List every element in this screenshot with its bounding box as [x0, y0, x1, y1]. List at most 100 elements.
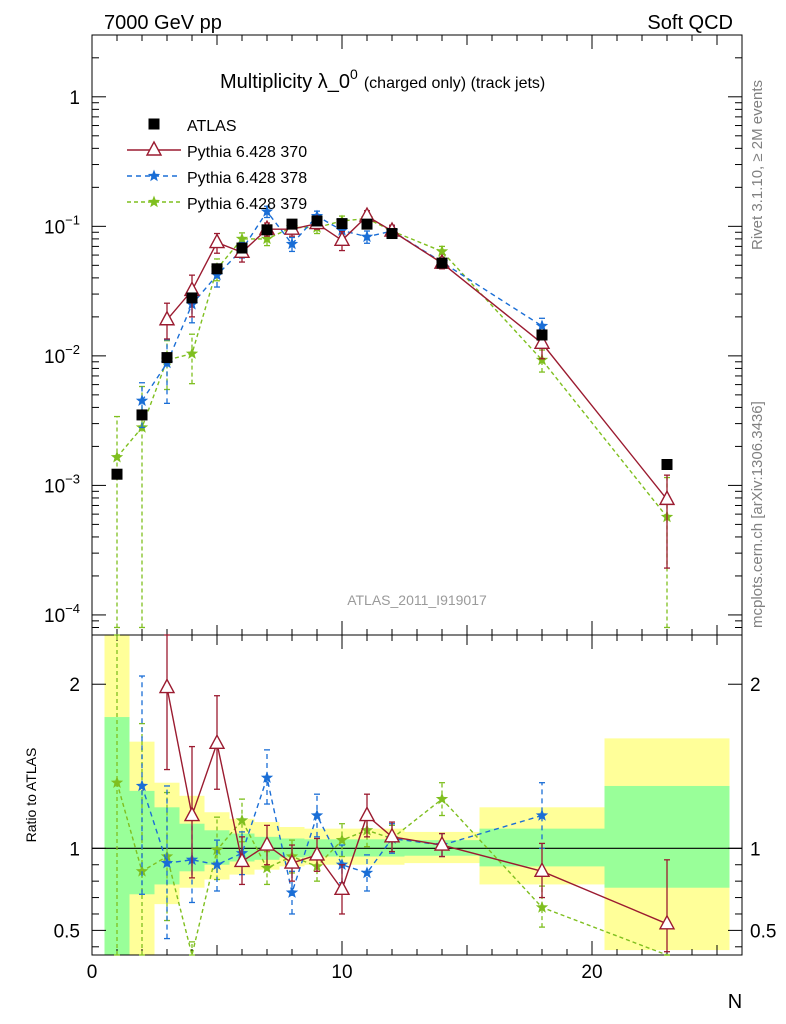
data-point	[210, 843, 224, 856]
data-point	[536, 329, 548, 341]
data-point	[208, 233, 226, 249]
data-point	[533, 861, 551, 878]
data-point	[435, 792, 449, 805]
y-tick-label-base: 10	[44, 217, 65, 238]
legend-label: Pythia 6.428 378	[187, 170, 307, 187]
data-point	[360, 866, 374, 879]
data-point	[383, 827, 401, 843]
data-point	[183, 806, 201, 822]
main-series-atlas	[111, 215, 673, 480]
legend-item: Pythia 6.428 379	[127, 195, 307, 213]
ratio-series-pythia-6.428-370	[158, 634, 676, 953]
legend-marker	[145, 140, 163, 156]
main-series-pythia-6.428-379	[110, 212, 674, 629]
y-tick-label-main: 10−4	[44, 601, 80, 627]
x-tick-label: 0	[87, 962, 98, 983]
data-point	[260, 771, 274, 783]
main-series-layer	[110, 205, 676, 629]
ratio-ylabel: Ratio to ATLAS	[23, 748, 39, 843]
data-point	[110, 776, 124, 788]
legend-marker	[147, 169, 161, 182]
legend-label: Pythia 6.428 370	[187, 144, 307, 161]
ratio-axis-ticks: 0 10 20 0.5 0.5 1 1 2 2	[54, 635, 776, 983]
data-point	[208, 733, 226, 750]
y-tick-label-ratio-right: 1	[750, 839, 761, 860]
data-point	[358, 806, 376, 822]
legend-marker	[148, 118, 160, 130]
chart-title-suffix: (charged only) (track jets)	[364, 75, 545, 92]
series-line	[116, 217, 668, 518]
main-series-pythia-6.428-370	[158, 206, 676, 569]
legend-label: ATLAS	[187, 118, 237, 135]
side-label-rivet: Rivet 3.1.10, ≥ 2M events	[749, 80, 766, 250]
chart-title-sup: 0	[350, 66, 358, 82]
data-point	[236, 242, 248, 254]
data-point	[283, 853, 301, 869]
ratio-series-pythia-6.428-379	[110, 634, 670, 956]
ratio-uncertainty-bands	[104, 635, 730, 955]
data-point	[235, 813, 249, 826]
data-point	[535, 900, 549, 913]
data-point	[286, 218, 298, 230]
data-point	[135, 779, 149, 792]
data-point	[333, 879, 351, 896]
data-point	[210, 268, 224, 281]
data-point	[235, 232, 249, 245]
legend-item: ATLAS	[148, 118, 237, 135]
data-point	[135, 394, 149, 406]
header-right: Soft QCD	[647, 12, 733, 34]
data-point	[136, 409, 148, 421]
data-point	[433, 835, 451, 851]
data-point	[258, 835, 276, 851]
data-point	[260, 232, 274, 245]
data-point	[310, 809, 324, 821]
y-tick-label-ratio-right: 2	[750, 675, 761, 696]
data-point	[658, 914, 676, 930]
data-point	[285, 886, 299, 898]
y-tick-label-ratio-right: 0.5	[750, 921, 776, 942]
data-point	[361, 218, 373, 230]
data-point	[435, 244, 449, 257]
y-tick-label-exp: −3	[65, 471, 80, 486]
y-tick-label-exp: −1	[65, 212, 80, 227]
data-point	[311, 215, 323, 227]
legend-item: Pythia 6.428 370	[127, 140, 307, 161]
analysis-id: ATLAS_2011_I919017	[347, 592, 487, 608]
y-tick-label-exp: −2	[65, 342, 80, 357]
x-axis-label: N	[728, 991, 742, 1013]
data-point	[211, 263, 223, 275]
y-tick-label-ratio: 0.5	[54, 921, 80, 942]
header-left: 7000 GeV pp	[104, 12, 222, 34]
y-tick-label-base: 10	[44, 476, 65, 497]
legend: ATLAS Pythia 6.428 370 Pythia 6.428 378 Pyt…	[127, 118, 307, 213]
data-point	[658, 489, 676, 506]
y-tick-label-ratio: 2	[69, 675, 80, 696]
main-axis-ticks: 10−410−310−210−11	[44, 34, 743, 636]
data-point	[260, 861, 274, 874]
legend-item: Pythia 6.428 378	[127, 169, 307, 187]
y-tick-label-ratio: 1	[69, 839, 80, 860]
data-point	[185, 347, 199, 359]
y-tick-label-main: 10−2	[44, 342, 80, 368]
data-point	[336, 218, 348, 230]
data-point	[260, 205, 274, 217]
chart-title-main: Multiplicity λ_0	[220, 71, 350, 93]
data-point	[158, 678, 176, 694]
ratio-series-layer	[110, 634, 676, 956]
data-point	[161, 352, 173, 364]
legend-label: Pythia 6.428 379	[187, 196, 307, 213]
data-point	[186, 292, 198, 304]
y-tick-label-base: 10	[44, 606, 65, 627]
side-label-mcplots: mcplots.cern.ch [arXiv:1306.3436]	[749, 401, 766, 628]
y-tick-label-main: 10−3	[44, 471, 80, 497]
y-tick-label-base: 10	[44, 347, 65, 368]
data-point	[308, 845, 326, 861]
data-point	[111, 468, 123, 480]
legend-marker	[147, 195, 161, 208]
data-point	[436, 257, 448, 269]
y-tick-label-base: 1	[69, 88, 80, 109]
data-point	[335, 223, 349, 236]
data-point	[333, 230, 351, 247]
data-point	[335, 833, 349, 846]
chart-title: Multiplicity λ_00 (charged only) (track j…	[220, 66, 545, 93]
